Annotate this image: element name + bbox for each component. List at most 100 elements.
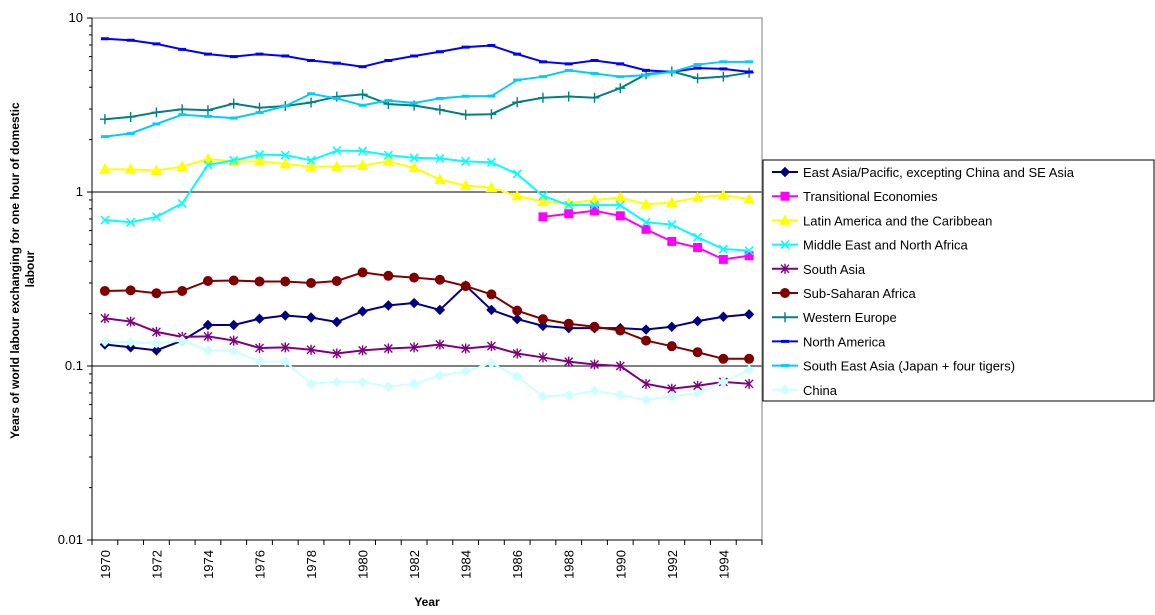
series-middle-east-and-north-africa	[100, 146, 754, 256]
series-north-america-point	[590, 58, 599, 62]
series-transitional-economies	[538, 206, 754, 264]
series-china-point	[305, 378, 317, 390]
series-south-asia-point	[255, 342, 264, 353]
series-east-asia-pacific-excepting-china-and-se-asia-point	[692, 315, 703, 327]
legend-item-south-east-asia-japan-four-tigers-swatch-point	[781, 364, 789, 368]
series-north-america-point	[538, 60, 547, 64]
series-sub-saharan-africa-point	[718, 353, 729, 364]
series-middle-east-and-north-africa-point	[718, 244, 728, 254]
series-middle-east-and-north-africa-point	[409, 153, 419, 163]
series-middle-east-and-north-africa-point	[744, 246, 754, 256]
series-east-asia-pacific-excepting-china-and-se-asia-point	[408, 297, 420, 309]
series-south-asia-point	[744, 378, 754, 389]
series-east-asia-pacific-excepting-china-and-se-asia-point	[537, 320, 549, 332]
series-east-asia-pacific-excepting-china-and-se-asia-point	[383, 300, 394, 311]
series-latin-america-and-the-caribbean-point	[99, 163, 111, 174]
series-western-europe-point	[99, 114, 110, 125]
series-western-europe-point	[615, 83, 626, 94]
series-south-east-asia-japan-four-tigers-point	[178, 113, 187, 117]
series-china-point	[692, 387, 703, 399]
series-south-asia-point	[126, 316, 136, 327]
series-transitional-economies-point	[667, 236, 677, 246]
y-tick-label: 0.01	[58, 532, 83, 547]
series-sub-saharan-africa-point	[666, 341, 677, 352]
series-south-asia-point	[486, 341, 496, 352]
legend-item-china: China	[772, 383, 838, 398]
legend-item-east-asia-pacific-excepting-china-and-se-asia-swatch-point	[779, 166, 791, 178]
series-south-east-asia-japan-four-tigers-point	[616, 75, 625, 79]
series-transitional-economies-point	[590, 206, 599, 216]
legend-item-sub-saharan-africa-swatch-point	[780, 288, 790, 298]
series-north-america-point	[461, 45, 470, 49]
series-north-america-point	[126, 38, 135, 42]
series-south-east-asia-japan-four-tigers-point	[229, 116, 238, 120]
series-middle-east-and-north-africa-point	[538, 191, 548, 201]
series-south-east-asia-japan-four-tigers-point	[255, 111, 264, 115]
series-latin-america-and-the-caribbean-point	[665, 196, 678, 208]
y-axis-title-line-2: labour	[23, 250, 37, 287]
series-latin-america-and-the-caribbean-point	[408, 161, 420, 173]
series-sub-saharan-africa-point	[460, 281, 471, 292]
series-south-east-asia-japan-four-tigers-point	[152, 122, 161, 126]
series-western-europe-line	[104, 70, 750, 121]
series-western-europe-point	[331, 91, 342, 102]
series-east-asia-pacific-excepting-china-and-se-asia-point	[280, 310, 291, 321]
series-south-east-asia-japan-four-tigers-point	[100, 135, 109, 139]
series-latin-america-and-the-caribbean-point	[382, 155, 395, 166]
series-china-point	[537, 391, 549, 402]
legend-item-north-america-swatch-point	[781, 339, 789, 343]
series-middle-east-and-north-africa-point	[126, 217, 136, 227]
series-middle-east-and-north-africa-point	[435, 153, 445, 163]
series-china-point	[460, 366, 471, 377]
series-china-point	[563, 389, 574, 401]
legend-item-latin-america-and-the-caribbean: Latin America and the Caribbean	[772, 213, 992, 228]
series-transitional-economies-point	[718, 254, 728, 264]
series-latin-america-and-the-caribbean-point	[305, 160, 317, 172]
series-middle-east-and-north-africa-point	[280, 150, 290, 160]
legend-item-western-europe: Western Europe	[772, 310, 897, 325]
series-middle-east-and-north-africa-point	[100, 215, 110, 225]
gridlines	[92, 191, 762, 367]
series-middle-east-and-north-africa-point	[332, 146, 342, 156]
series-south-east-asia-japan-four-tigers-point	[667, 70, 676, 74]
y-axis-title-line-1: Years of world labour exchanging for one…	[8, 102, 22, 439]
series-east-asia-pacific-excepting-china-and-se-asia-point	[151, 345, 162, 356]
series-latin-america-and-the-caribbean-point	[124, 163, 137, 174]
series-north-america-point	[229, 55, 238, 59]
y-tick-label: 1	[76, 184, 83, 199]
series-middle-east-and-north-africa-point	[693, 232, 703, 242]
series-sub-saharan-africa-point	[357, 267, 368, 278]
series-north-america-point	[719, 67, 728, 71]
series-western-europe	[99, 66, 755, 125]
series-south-east-asia-japan-four-tigers-point	[203, 114, 212, 118]
series-middle-east-and-north-africa-point	[564, 200, 574, 210]
series-south-east-asia-japan-four-tigers-point	[745, 60, 754, 64]
series-middle-east-and-north-africa-point	[512, 169, 522, 179]
legend-item-sub-saharan-africa-label: Sub-Saharan Africa	[803, 286, 917, 301]
series-latin-america-and-the-caribbean-point	[459, 179, 472, 190]
series-south-east-asia-japan-four-tigers-point	[307, 92, 316, 96]
series-north-america-point	[745, 70, 754, 74]
series-sub-saharan-africa-point	[641, 335, 652, 346]
series-group	[99, 37, 755, 405]
series-south-east-asia-japan-four-tigers-point	[513, 78, 522, 82]
series-east-asia-pacific-excepting-china-and-se-asia-point	[228, 319, 239, 331]
series-middle-east-and-north-africa-point	[358, 146, 368, 156]
series-latin-america-and-the-caribbean-point	[640, 198, 652, 209]
series-south-asia-point	[151, 326, 161, 337]
series-china-point	[589, 385, 600, 397]
series-south-east-asia-japan-four-tigers-point	[590, 71, 599, 75]
series-china-point	[718, 376, 729, 388]
series-sub-saharan-africa-point	[486, 289, 497, 300]
series-china-point	[331, 376, 343, 388]
series-south-east-asia-japan-four-tigers-point	[461, 94, 470, 98]
legend-item-sub-saharan-africa: Sub-Saharan Africa	[772, 286, 917, 301]
series-south-east-asia-japan-four-tigers-point	[281, 104, 290, 108]
x-tick-label: 1980	[356, 550, 371, 579]
series-middle-east-and-north-africa-point	[254, 150, 265, 160]
series-china-point	[615, 389, 626, 401]
series-sub-saharan-africa-point	[589, 321, 600, 332]
series-north-america-line	[104, 37, 750, 73]
series-western-europe-point	[357, 89, 368, 100]
series-north-america-point	[384, 58, 393, 62]
